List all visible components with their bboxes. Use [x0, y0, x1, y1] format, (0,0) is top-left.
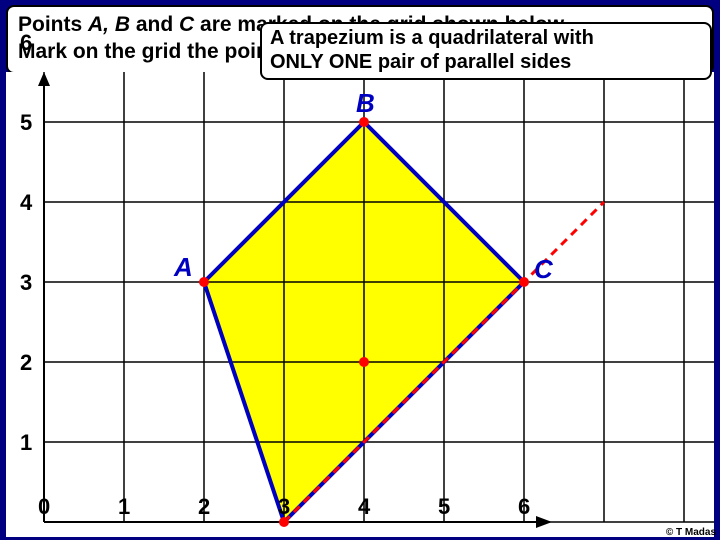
x-tick-label: 3	[278, 494, 290, 520]
x-tick-label: 1	[118, 494, 130, 520]
y-tick-label: 5	[20, 110, 32, 136]
y-tick-label: 4	[20, 190, 32, 216]
hint-box: A trapezium is a quadrilateral with ONLY…	[260, 22, 712, 80]
y-tick-label: 1	[20, 430, 32, 456]
hint-line-2: ONLY ONE pair of parallel sides	[270, 50, 702, 74]
text: and	[136, 13, 179, 36]
hint-line-1: A trapezium is a quadrilateral with	[270, 26, 702, 50]
x-tick-label: 0	[38, 494, 50, 520]
points-ab: A, B	[88, 13, 136, 36]
text: Mark on the grid the point	[18, 40, 282, 63]
point-label-a: A	[174, 252, 193, 283]
x-tick-label: 5	[438, 494, 450, 520]
x-tick-label: 6	[518, 494, 530, 520]
point-c: C	[179, 13, 200, 36]
page: Points A, B and C are marked on the grid…	[0, 0, 720, 540]
x-tick-label: 4	[358, 494, 370, 520]
grid-chart	[6, 72, 714, 537]
point-label-c: C	[534, 254, 553, 285]
y-tick-label: 3	[20, 270, 32, 296]
x-tick-label: 2	[198, 494, 210, 520]
credit-text: © T Madas	[666, 527, 716, 538]
point-label-b: B	[356, 88, 375, 119]
chart-area: 0123456123456ABC	[6, 72, 714, 537]
y-tick-label: 6	[20, 30, 32, 56]
y-tick-label: 2	[20, 350, 32, 376]
